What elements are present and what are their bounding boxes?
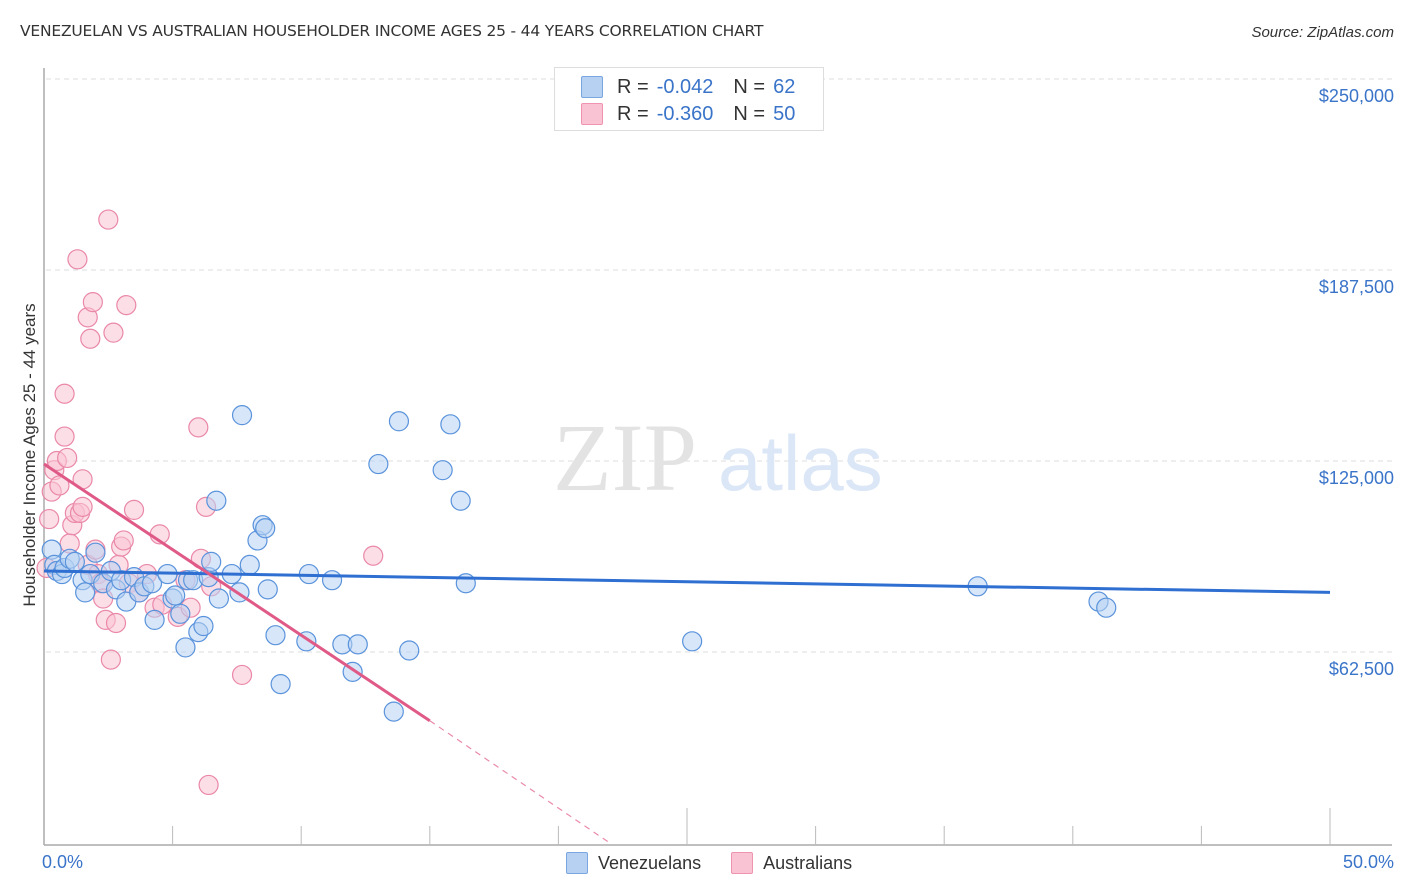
data-point[interactable] bbox=[347, 634, 368, 655]
data-point[interactable] bbox=[440, 414, 461, 435]
legend: Venezuelans Australians bbox=[566, 852, 882, 874]
r-label: R = bbox=[617, 75, 649, 98]
data-point[interactable] bbox=[54, 383, 75, 404]
data-point[interactable] bbox=[113, 530, 134, 551]
australians-swatch-icon bbox=[581, 103, 603, 125]
data-point[interactable] bbox=[255, 518, 276, 539]
data-point[interactable] bbox=[383, 701, 404, 722]
data-point[interactable] bbox=[72, 496, 93, 517]
y-tick-62500: $62,500 bbox=[1328, 659, 1394, 679]
svg-text:ZIP: ZIP bbox=[553, 404, 697, 511]
legend-label: Venezuelans bbox=[598, 852, 702, 873]
data-point[interactable] bbox=[85, 542, 106, 563]
watermark: ZIP atlas bbox=[553, 404, 883, 511]
data-point[interactable] bbox=[144, 609, 165, 631]
venezuelans-swatch-icon bbox=[581, 76, 603, 98]
data-point[interactable] bbox=[57, 447, 78, 469]
data-point[interactable] bbox=[123, 499, 145, 520]
trend-lines bbox=[43, 462, 1331, 844]
y-tick-187500: $187,500 bbox=[1318, 277, 1394, 297]
data-point[interactable] bbox=[67, 249, 88, 270]
r-label: R = bbox=[617, 102, 649, 125]
data-point[interactable] bbox=[231, 664, 253, 686]
data-point[interactable] bbox=[98, 209, 119, 230]
n-label: N = bbox=[733, 102, 766, 125]
x-tick-min: 0.0% bbox=[42, 852, 84, 872]
data-point[interactable] bbox=[270, 673, 291, 695]
data-point[interactable] bbox=[39, 508, 60, 530]
data-point[interactable] bbox=[450, 490, 471, 511]
r-value: -0.360 bbox=[656, 102, 714, 125]
legend-item-venezuelans[interactable]: Venezuelans bbox=[566, 852, 701, 874]
australians-trend-extension bbox=[429, 720, 611, 844]
data-point[interactable] bbox=[175, 637, 196, 658]
data-point[interactable] bbox=[321, 570, 343, 591]
data-point[interactable] bbox=[103, 322, 124, 343]
n-label: N = bbox=[733, 75, 766, 98]
data-point[interactable] bbox=[75, 582, 96, 603]
data-point[interactable] bbox=[1096, 597, 1117, 618]
data-point[interactable] bbox=[165, 585, 186, 606]
data-point[interactable] bbox=[239, 554, 260, 576]
svg-text:atlas: atlas bbox=[718, 419, 883, 507]
data-point[interactable] bbox=[105, 612, 127, 634]
venezuelans-trend-line bbox=[43, 569, 1331, 594]
data-point[interactable] bbox=[231, 405, 253, 426]
data-point[interactable] bbox=[80, 328, 101, 349]
legend-label: Australians bbox=[763, 852, 853, 873]
data-point[interactable] bbox=[363, 545, 384, 566]
data-point[interactable] bbox=[64, 551, 85, 572]
legend-item-australians[interactable]: Australians bbox=[731, 852, 852, 874]
data-point[interactable] bbox=[257, 579, 278, 600]
y-axis-label: Householder Income Ages 25 - 44 years bbox=[20, 303, 39, 607]
data-point[interactable] bbox=[208, 588, 229, 609]
stats-row-venezuelans: R = -0.042 N = 62 bbox=[581, 75, 795, 99]
stats-box: R = -0.042 N = 62 R = -0.360 N = 50 bbox=[554, 67, 824, 131]
data-point[interactable] bbox=[682, 631, 703, 652]
source-label: Source: ZipAtlas.com bbox=[1251, 24, 1394, 41]
data-point[interactable] bbox=[170, 603, 191, 624]
chart-title: VENEZUELAN VS AUSTRALIAN HOUSEHOLDER INC… bbox=[20, 22, 764, 40]
australians-swatch-icon bbox=[731, 852, 754, 874]
data-point[interactable] bbox=[82, 291, 103, 313]
data-point[interactable] bbox=[201, 551, 222, 572]
stats-row-australians: R = -0.360 N = 50 bbox=[581, 102, 795, 126]
data-point[interactable] bbox=[206, 490, 227, 511]
y-tick-250000: $250,000 bbox=[1318, 86, 1394, 106]
data-point[interactable] bbox=[100, 649, 121, 670]
data-point[interactable] bbox=[188, 417, 209, 438]
data-point[interactable] bbox=[116, 295, 137, 316]
n-value: 62 bbox=[773, 75, 796, 98]
data-point[interactable] bbox=[368, 453, 389, 475]
data-point[interactable] bbox=[388, 411, 410, 432]
r-value: -0.042 bbox=[656, 75, 714, 98]
axes bbox=[43, 68, 1392, 846]
data-point[interactable] bbox=[432, 460, 453, 481]
x-tick-max: 50.0% bbox=[1342, 852, 1394, 872]
data-point[interactable] bbox=[198, 774, 219, 796]
data-point[interactable] bbox=[54, 426, 75, 447]
y-tick-125000: $125,000 bbox=[1318, 468, 1394, 488]
australians-trend-line bbox=[43, 462, 431, 723]
n-value: 50 bbox=[773, 102, 796, 125]
data-point[interactable] bbox=[193, 615, 214, 637]
series-venezuelans bbox=[41, 405, 1117, 722]
data-point[interactable] bbox=[399, 640, 420, 661]
venezuelans-swatch-icon bbox=[566, 852, 588, 874]
data-point[interactable] bbox=[265, 625, 286, 646]
